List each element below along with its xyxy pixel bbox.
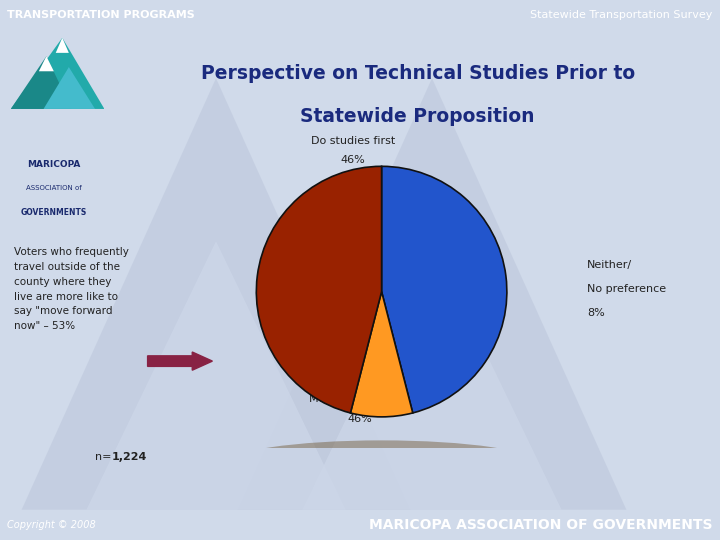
Text: Move forward now: Move forward now bbox=[309, 395, 411, 404]
Polygon shape bbox=[11, 38, 104, 109]
Polygon shape bbox=[302, 241, 562, 510]
Text: MARICOPA ASSOCIATION OF GOVERNMENTS: MARICOPA ASSOCIATION OF GOVERNMENTS bbox=[369, 518, 713, 532]
Text: Statewide Proposition: Statewide Proposition bbox=[300, 107, 535, 126]
Text: No preference: No preference bbox=[587, 284, 666, 294]
Text: ASSOCIATION of: ASSOCIATION of bbox=[26, 185, 82, 192]
Text: Neither/: Neither/ bbox=[587, 260, 632, 270]
Wedge shape bbox=[351, 292, 413, 417]
Text: 46%: 46% bbox=[348, 414, 372, 424]
Text: Voters who frequently
travel outside of the
county where they
live are more like: Voters who frequently travel outside of … bbox=[14, 247, 130, 331]
Text: Statewide Transportation Survey: Statewide Transportation Survey bbox=[531, 10, 713, 20]
Polygon shape bbox=[43, 67, 95, 109]
Text: TRANSPORTATION PROGRAMS: TRANSPORTATION PROGRAMS bbox=[7, 10, 195, 20]
Text: Copyright © 2008: Copyright © 2008 bbox=[7, 520, 96, 530]
Polygon shape bbox=[86, 241, 346, 510]
Text: Do studies first: Do studies first bbox=[310, 136, 395, 145]
Polygon shape bbox=[55, 38, 69, 53]
Polygon shape bbox=[238, 78, 626, 510]
Ellipse shape bbox=[225, 441, 539, 487]
Text: MARICOPA: MARICOPA bbox=[27, 160, 81, 169]
FancyArrow shape bbox=[148, 352, 212, 370]
Polygon shape bbox=[11, 56, 72, 109]
Text: n=: n= bbox=[95, 452, 112, 462]
Text: 1,224: 1,224 bbox=[112, 452, 147, 462]
Wedge shape bbox=[256, 166, 382, 413]
Polygon shape bbox=[22, 78, 410, 510]
Text: 46%: 46% bbox=[341, 155, 365, 165]
Text: Perspective on Technical Studies Prior to: Perspective on Technical Studies Prior t… bbox=[201, 64, 634, 83]
Polygon shape bbox=[39, 56, 54, 71]
Text: GOVERNMENTS: GOVERNMENTS bbox=[21, 208, 87, 217]
Wedge shape bbox=[382, 166, 507, 413]
Text: 8%: 8% bbox=[587, 308, 605, 318]
